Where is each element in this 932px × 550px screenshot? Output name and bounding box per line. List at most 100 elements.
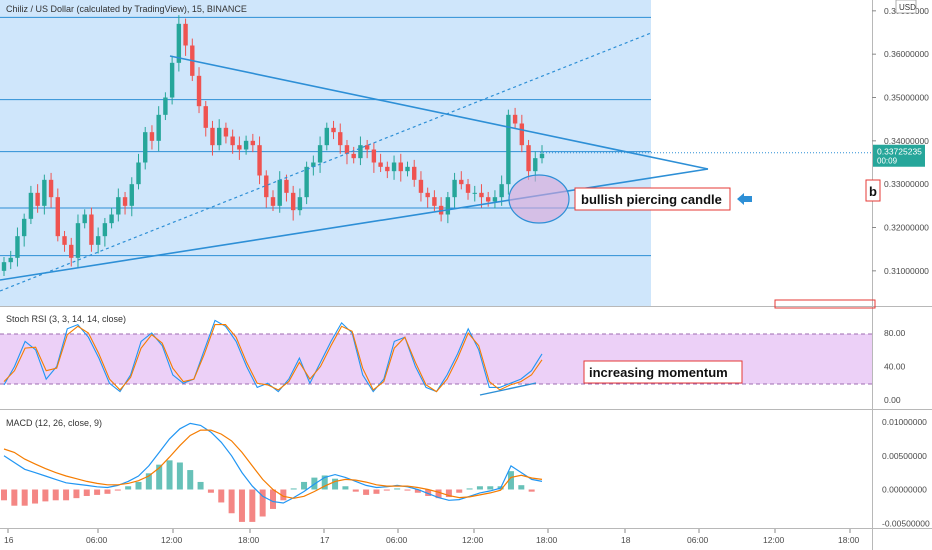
macd-tick-label: -0.00500000 [882,518,930,528]
candle-body [169,62,175,98]
arrow-left-icon [737,193,752,205]
candle-body [183,23,188,46]
macd-histogram-bar [445,489,452,498]
candle-body [284,179,289,193]
macd-histogram-bar [487,486,494,490]
macd-histogram-bar [63,489,70,501]
candle-body [257,145,262,176]
highlight-ellipse[interactable] [508,174,570,224]
candle-body [472,192,477,194]
macd-histogram-bar [290,488,297,490]
red-box-fragment [774,299,876,309]
macd-line [3,422,543,504]
macd-histogram-bar [414,489,421,493]
highlight-region [0,0,651,306]
candle-body [264,175,269,198]
candle-body [210,127,215,146]
macd-histogram-bar [466,488,473,490]
candle-body [28,192,34,219]
rsi-trendline[interactable] [479,382,537,396]
macd-histogram-bar [145,473,152,490]
candle-body [55,197,60,237]
annotation-momentum-text: increasing momentum [589,365,728,380]
macd-histogram-bar [104,489,111,494]
price-tick-label: 0.35000000 [884,93,929,103]
candle-body [445,197,451,215]
currency-label: USD [899,3,916,12]
price-tag-countdown: 00:09 [877,157,898,166]
macd-histogram-bar [342,486,349,490]
candle-body [21,218,27,237]
stoch-d-line [3,324,543,393]
candle-body [129,184,134,206]
candle-body [122,197,128,206]
macd-histogram-bar [42,489,49,502]
macd-histogram-bar [21,489,28,506]
price-tick-label: 0.33000000 [884,179,929,189]
candle-body [479,192,484,198]
time-tick-label: 18:00 [238,535,260,545]
annotation-box-momentum[interactable] [583,360,743,384]
price-tick-label: 0.34000000 [884,136,929,146]
trendline-upper[interactable] [169,55,709,170]
time-tick-label: 18:00 [838,535,860,545]
candle-body [230,136,235,146]
candle-body [250,140,256,146]
macd-histogram-bar [83,489,90,496]
macd-histogram-bar [404,489,411,491]
macd-histogram-bar [435,489,442,499]
candle-body [317,145,323,163]
macd-histogram-bar [383,489,390,491]
time-tick-label: 16 [4,535,14,545]
macd-histogram-bar [270,489,276,509]
macd-histogram-bar [332,478,339,490]
candle-body [69,244,74,258]
candle-body [486,197,491,202]
trendline-dashed[interactable] [0,32,652,292]
candle-body [344,145,350,154]
time-tick-label: 18:00 [536,535,558,545]
macd-histogram-bar [187,470,194,490]
macd-histogram-bar [425,489,432,496]
macd-histogram-bar [94,489,101,495]
macd-histogram-bar [249,489,256,522]
time-tick-label: 12:00 [462,535,484,545]
price-tag-box [873,144,925,167]
candle-body [156,114,161,141]
edge-note-box[interactable] [865,179,881,202]
macd-histogram-bar [363,489,370,495]
edge-note-text: b [869,184,877,199]
price-tick-label: 0.36000000 [884,49,929,59]
time-tick-label: 17 [320,535,330,545]
annotation-box-candle[interactable] [574,187,731,211]
candle-body [143,132,148,163]
candle-body [62,236,67,245]
time-tick-label: 18 [621,535,631,545]
macd-histogram-bar [166,460,173,490]
macd-histogram-bar [11,489,18,506]
currency-box[interactable] [895,0,917,14]
candle-body [290,192,296,211]
macd-tick-label: 0.01000000 [882,417,927,427]
annotation-candle-text: bullish piercing candle [581,192,722,207]
candle-body [364,145,370,150]
macd-title: MACD (12, 26, close, 9) [6,418,102,428]
macd-histogram-bar [207,489,214,493]
candle-body [425,192,430,198]
candle-body [338,132,343,146]
macd-signal-line [3,429,543,499]
macd-histogram-bar [321,475,328,490]
candle-body [8,257,13,263]
candle-body [217,127,222,146]
candle-body [499,184,504,198]
candle-body [136,162,141,185]
macd-histogram-bar [176,462,183,490]
macd-histogram-bar [528,489,535,492]
candle-body [149,132,155,141]
candle-body [270,197,276,206]
candle-body [196,75,202,107]
candle-body [203,106,208,128]
candle-body [331,127,336,133]
macd-histogram-bar [518,485,525,490]
